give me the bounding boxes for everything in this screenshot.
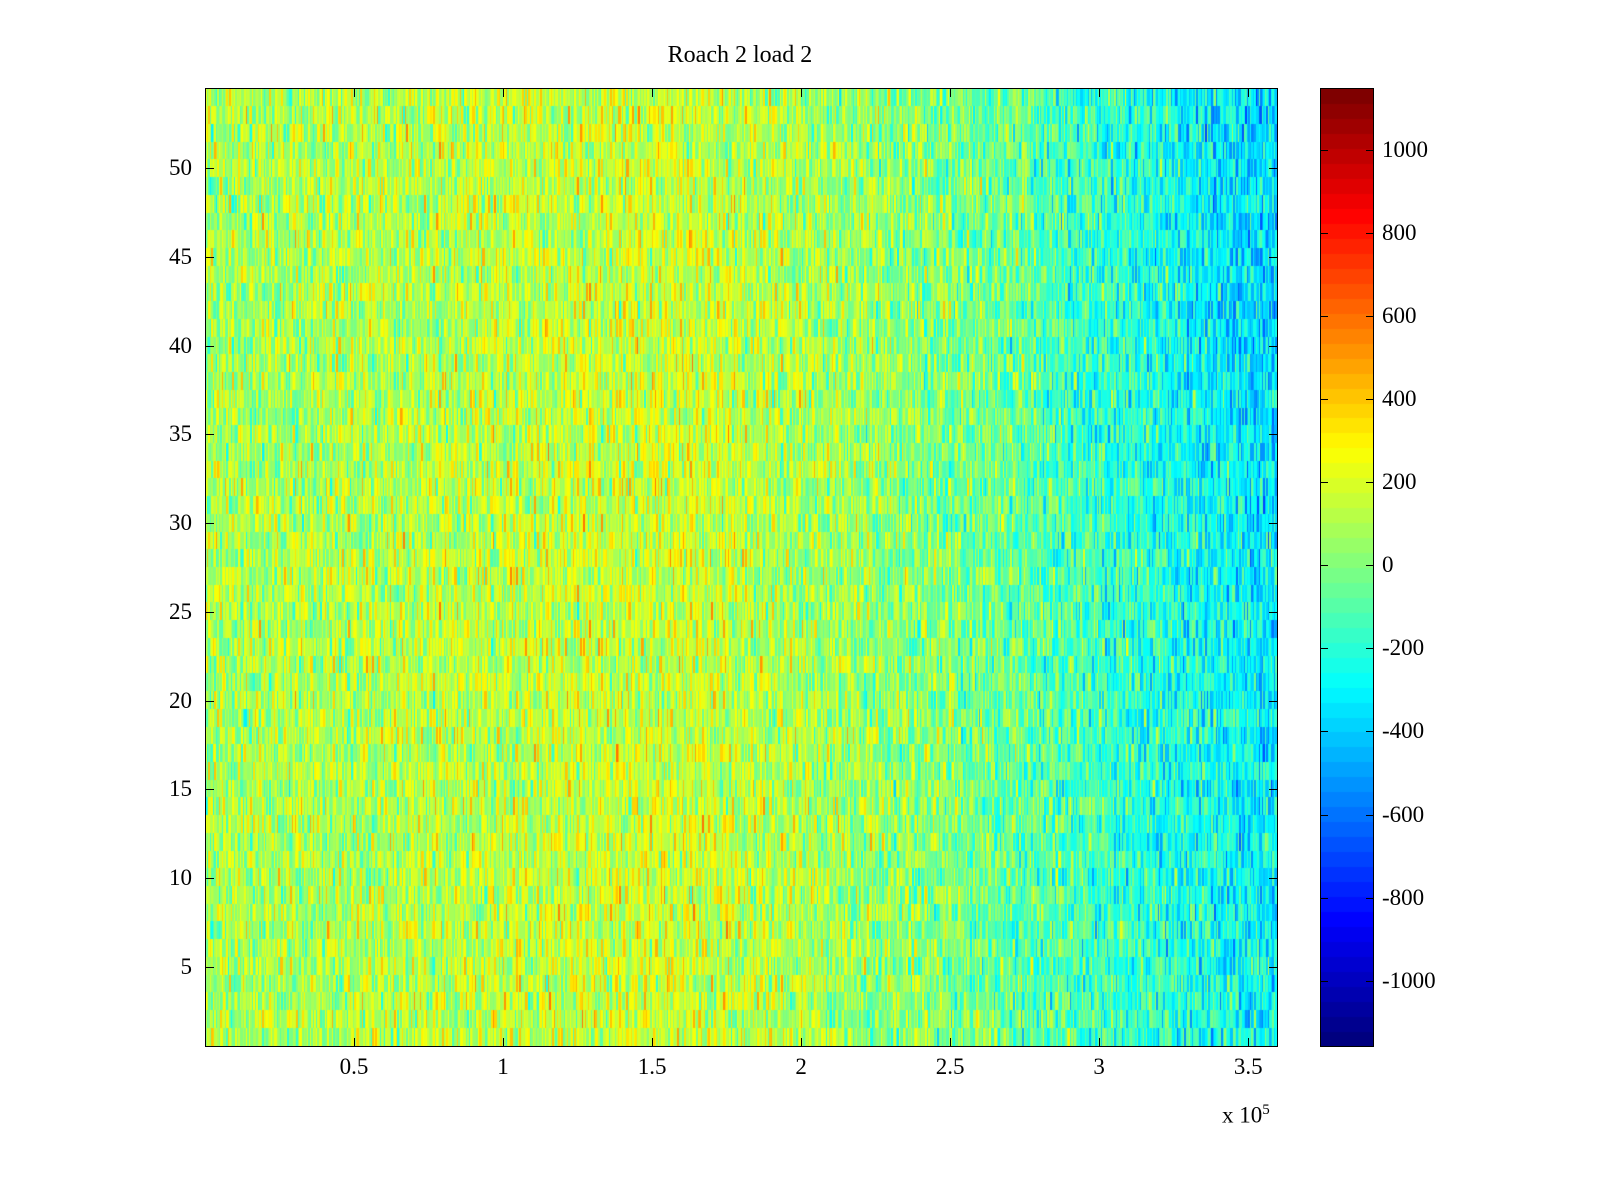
colorbar-tick-mark <box>1366 316 1374 318</box>
y-tick-mark-right <box>1269 167 1278 169</box>
colorbar-tick-mark-left <box>1320 482 1328 484</box>
colorbar-tick-mark-left <box>1320 150 1328 152</box>
y-tick-mark-right <box>1269 434 1278 436</box>
y-tick-mark <box>205 434 214 436</box>
colorbar-tick-mark-left <box>1320 399 1328 401</box>
y-tick-mark <box>205 878 214 880</box>
x-tick-label: 0.5 <box>339 1054 369 1079</box>
x-tick-mark <box>801 1038 803 1047</box>
y-tick-mark <box>205 789 214 791</box>
colorbar-tick-label: -600 <box>1382 801 1425 827</box>
y-tick-mark <box>205 167 214 169</box>
y-tick-label: 45 <box>169 243 192 269</box>
heatmap-cells <box>206 89 1277 1046</box>
x-tick-mark <box>950 1038 952 1047</box>
y-tick-mark <box>205 256 214 258</box>
x-tick-mark <box>1248 1038 1250 1047</box>
y-tick-mark-right <box>1269 256 1278 258</box>
colorbar <box>1320 88 1374 1047</box>
y-tick-label: 30 <box>169 510 192 536</box>
colorbar-tick-mark <box>1366 980 1374 982</box>
y-tick-mark <box>205 967 214 969</box>
colorbar-tick-mark <box>1366 399 1374 401</box>
x-tick-mark-top <box>354 88 356 97</box>
x-tick-mark-top <box>503 88 505 97</box>
colorbar-tick-label: -1000 <box>1382 967 1436 993</box>
x-tick-mark <box>503 1038 505 1047</box>
y-tick-mark <box>205 345 214 347</box>
x-tick-label: 3.5 <box>1233 1054 1263 1079</box>
y-tick-mark-right <box>1269 700 1278 702</box>
colorbar-tick-mark <box>1366 814 1374 816</box>
colorbar-gradient <box>1321 89 1373 1046</box>
colorbar-tick-mark <box>1366 648 1374 650</box>
y-tick-label: 15 <box>169 776 192 802</box>
colorbar-tick-mark <box>1366 565 1374 567</box>
x-tick-mark-top <box>652 88 654 97</box>
colorbar-tick-mark <box>1366 233 1374 235</box>
y-tick-mark <box>205 611 214 613</box>
x-tick-label: 1 <box>497 1054 509 1079</box>
y-tick-mark <box>205 523 214 525</box>
x-tick-mark-top <box>1099 88 1101 97</box>
colorbar-tick-label: -400 <box>1382 718 1425 744</box>
colorbar-tick-label: 0 <box>1382 552 1394 578</box>
colorbar-tick-label: -800 <box>1382 884 1425 910</box>
y-tick-mark-right <box>1269 611 1278 613</box>
y-tick-label: 25 <box>169 598 192 624</box>
x-tick-mark <box>1099 1038 1101 1047</box>
x-tick-mark-top <box>1248 88 1250 97</box>
x-tick-label: 3 <box>1093 1054 1105 1079</box>
colorbar-tick-mark-left <box>1320 980 1328 982</box>
y-tick-label: 20 <box>169 687 192 713</box>
heatmap-plot-area <box>205 88 1278 1047</box>
colorbar-tick-mark <box>1366 731 1374 733</box>
colorbar-tick-mark-left <box>1320 316 1328 318</box>
y-tick-mark-right <box>1269 878 1278 880</box>
colorbar-tick-mark-left <box>1320 233 1328 235</box>
colorbar-tick-label: 1000 <box>1382 137 1428 163</box>
y-tick-mark-right <box>1269 345 1278 347</box>
chart-title: Roach 2 load 2 <box>667 42 813 68</box>
x-tick-mark-top <box>950 88 952 97</box>
y-tick-mark-right <box>1269 789 1278 791</box>
colorbar-tick-label: 800 <box>1382 220 1417 246</box>
colorbar-tick-label: 400 <box>1382 386 1417 412</box>
colorbar-tick-mark-left <box>1320 731 1328 733</box>
x-tick-mark <box>652 1038 654 1047</box>
colorbar-tick-label: 200 <box>1382 469 1417 495</box>
y-tick-label: 10 <box>169 865 192 891</box>
x-tick-mark-top <box>801 88 803 97</box>
y-tick-label: 40 <box>169 332 192 358</box>
y-tick-mark <box>205 700 214 702</box>
x-tick-label: 1.5 <box>637 1054 667 1079</box>
x-tick-mark <box>354 1038 356 1047</box>
y-tick-label: 5 <box>180 954 193 980</box>
x-tick-label: 2.5 <box>935 1054 965 1079</box>
colorbar-tick-mark-left <box>1320 897 1328 899</box>
y-tick-label: 50 <box>169 154 192 180</box>
colorbar-tick-mark-left <box>1320 648 1328 650</box>
colorbar-tick-mark <box>1366 482 1374 484</box>
colorbar-tick-mark <box>1366 150 1374 152</box>
x-exponent-label: x 105 <box>1222 1102 1270 1128</box>
colorbar-tick-label: 600 <box>1382 303 1417 329</box>
colorbar-tick-mark-left <box>1320 814 1328 816</box>
y-tick-label: 35 <box>169 421 192 447</box>
y-tick-mark-right <box>1269 523 1278 525</box>
x-tick-label: 2 <box>795 1054 807 1079</box>
colorbar-tick-label: -200 <box>1382 635 1425 661</box>
y-tick-mark-right <box>1269 967 1278 969</box>
colorbar-tick-mark <box>1366 897 1374 899</box>
colorbar-tick-mark-left <box>1320 565 1328 567</box>
